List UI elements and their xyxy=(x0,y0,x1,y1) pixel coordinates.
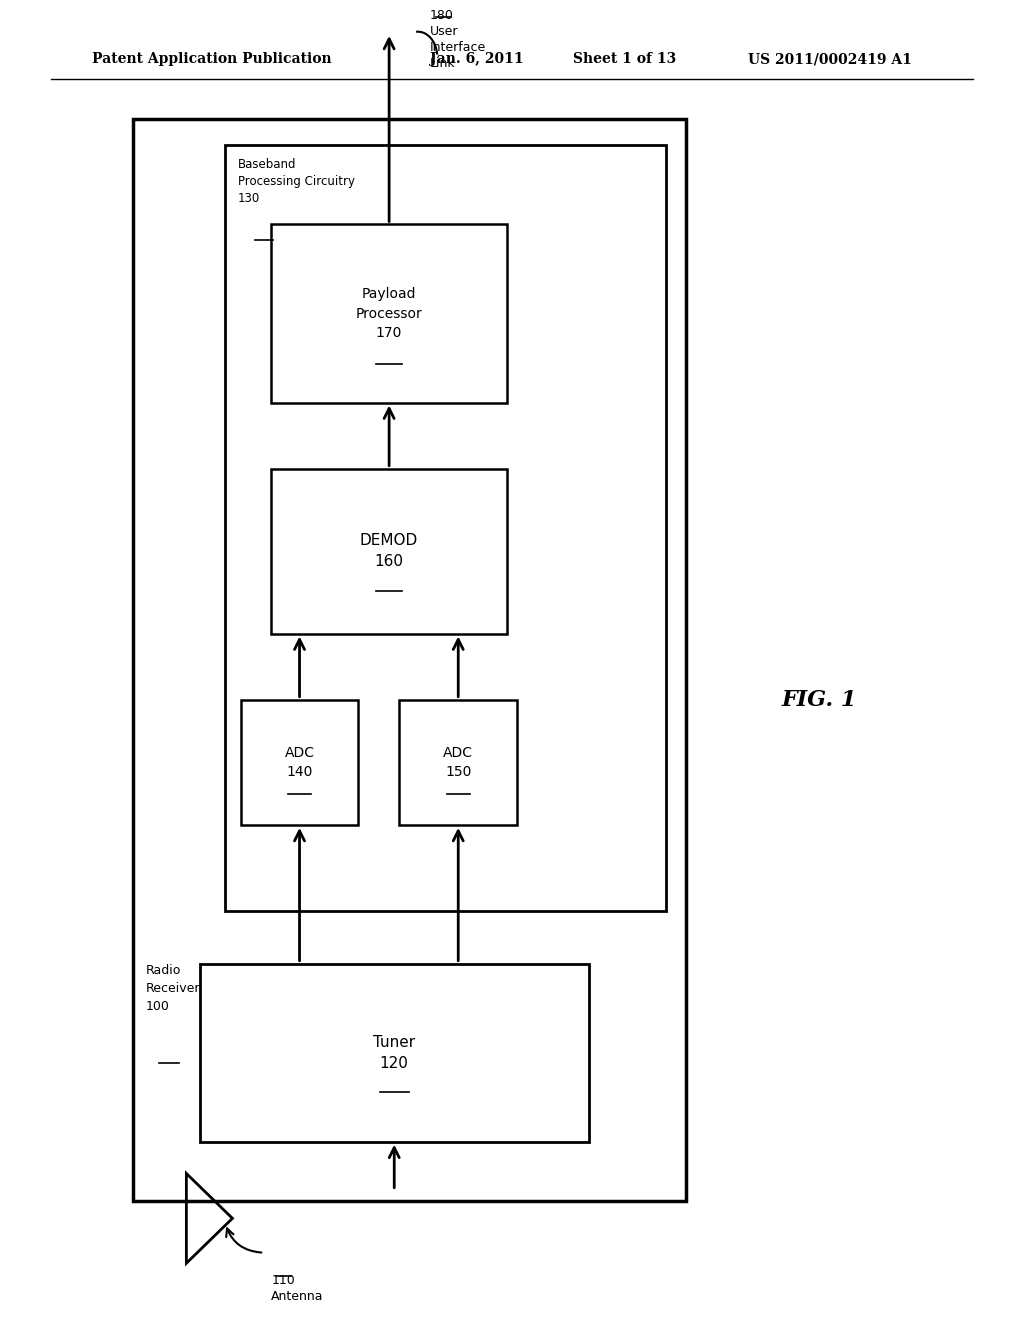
Text: FIG. 1: FIG. 1 xyxy=(781,689,857,710)
Text: Payload
Processor
170: Payload Processor 170 xyxy=(355,286,423,341)
Text: 180
User
Interface
Link: 180 User Interface Link xyxy=(430,9,486,70)
Text: Sheet 1 of 13: Sheet 1 of 13 xyxy=(573,53,677,66)
Text: US 2011/0002419 A1: US 2011/0002419 A1 xyxy=(748,53,911,66)
Text: ADC
140: ADC 140 xyxy=(285,746,314,779)
FancyBboxPatch shape xyxy=(200,964,589,1142)
FancyBboxPatch shape xyxy=(271,469,507,634)
Text: 110
Antenna: 110 Antenna xyxy=(271,1274,324,1303)
Text: Baseband
Processing Circuitry
130: Baseband Processing Circuitry 130 xyxy=(238,158,354,206)
Text: Jan. 6, 2011: Jan. 6, 2011 xyxy=(430,53,523,66)
FancyBboxPatch shape xyxy=(133,119,686,1201)
Text: ADC
150: ADC 150 xyxy=(443,746,473,779)
FancyBboxPatch shape xyxy=(241,700,358,825)
Text: Patent Application Publication: Patent Application Publication xyxy=(92,53,332,66)
FancyBboxPatch shape xyxy=(271,224,507,403)
Text: DEMOD
160: DEMOD 160 xyxy=(360,533,418,569)
FancyBboxPatch shape xyxy=(225,145,666,911)
Text: Tuner
120: Tuner 120 xyxy=(373,1035,416,1071)
FancyBboxPatch shape xyxy=(399,700,517,825)
Text: Radio
Receiver
100: Radio Receiver 100 xyxy=(145,964,200,1012)
